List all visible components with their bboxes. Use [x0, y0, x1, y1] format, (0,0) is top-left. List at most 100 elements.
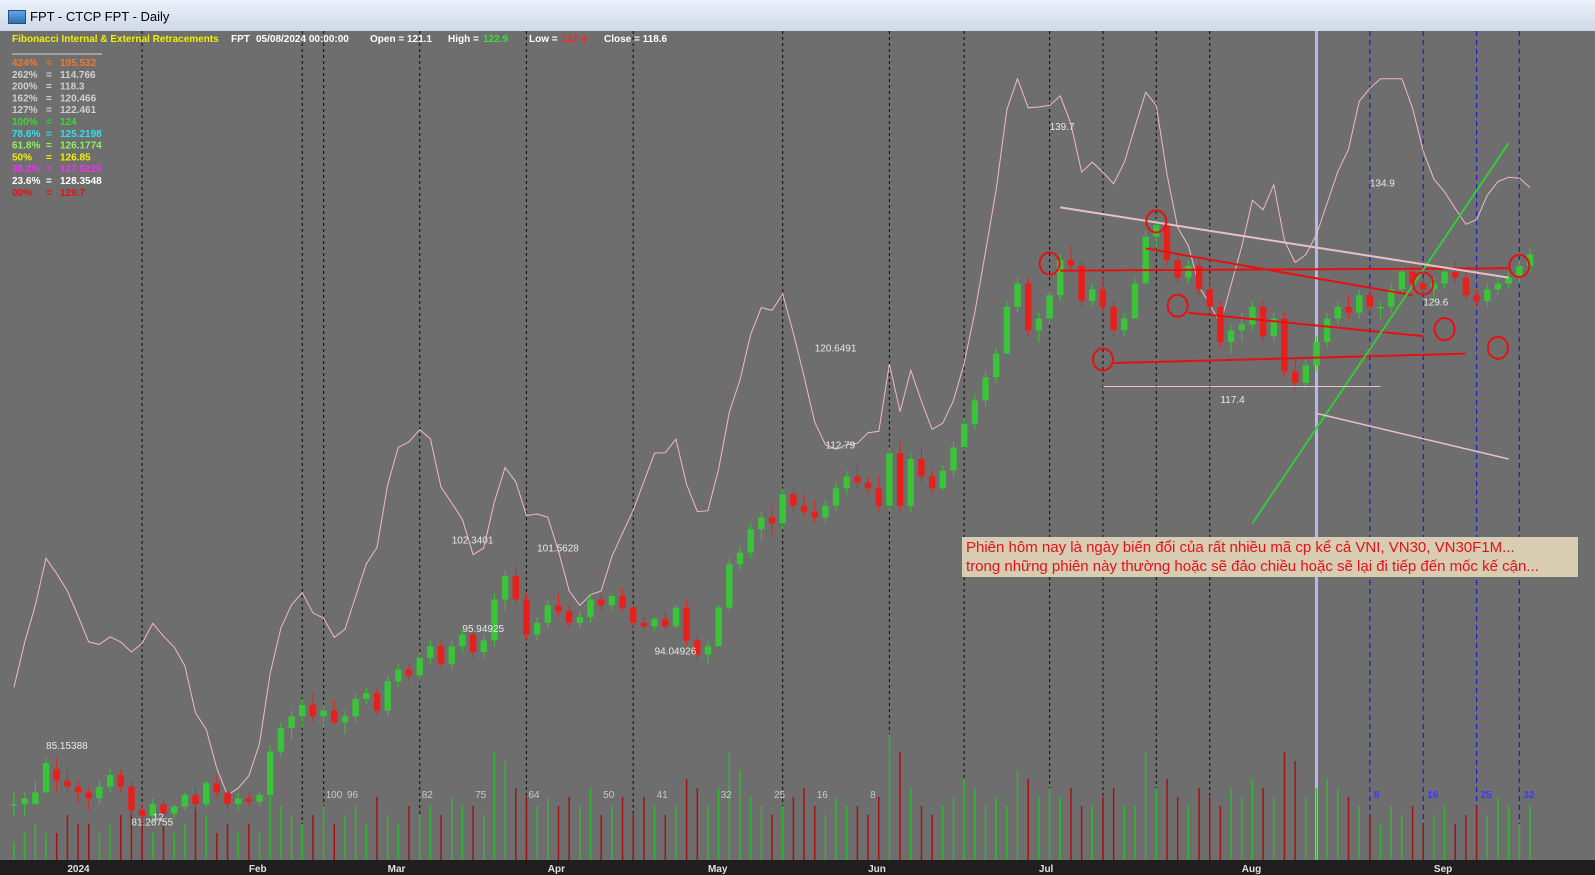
fib-level-pct: 162%	[12, 93, 38, 104]
candle-body	[533, 622, 541, 635]
candle-body	[662, 619, 669, 627]
candle-body	[1323, 318, 1331, 342]
candle-body	[512, 576, 519, 600]
fib-level-eq: =	[46, 70, 52, 81]
candle-body	[736, 552, 744, 565]
fib-level-pct: 38.2%	[12, 164, 40, 175]
candle-body	[480, 640, 487, 653]
candle-body	[277, 728, 285, 752]
x-axis-month: Feb	[249, 864, 267, 875]
candle-body	[1516, 265, 1523, 278]
candle-body	[928, 476, 936, 489]
candle-body	[106, 774, 114, 787]
candle-body	[864, 482, 872, 489]
x-axis-month: Apr	[548, 864, 565, 875]
candle-body	[918, 459, 925, 477]
header-open: Open = 121.1	[370, 34, 432, 45]
cycle-grid-lines	[141, 31, 1520, 860]
fib-level-eq: =	[46, 141, 52, 152]
candle-body	[683, 607, 690, 641]
candle-body	[992, 353, 1000, 378]
candle-body	[21, 798, 28, 805]
fib-level-value: 128.3548	[60, 176, 102, 187]
candle-body	[587, 599, 594, 617]
candle-body	[1334, 306, 1342, 319]
candle-body	[1121, 318, 1128, 331]
price-label: 117.4	[1220, 395, 1245, 406]
price-label: 94.04926	[655, 646, 697, 657]
price-label: 81.26755	[131, 817, 173, 828]
candle-body	[192, 794, 199, 805]
candle-body	[170, 806, 178, 814]
candle-body	[1163, 224, 1171, 261]
candle-body	[619, 595, 626, 608]
highlight-circle	[1038, 251, 1061, 276]
header-high-label: High =	[448, 34, 479, 45]
candle-body	[565, 611, 573, 623]
fib-level-pct: 00%	[12, 188, 32, 199]
candle-body	[694, 640, 701, 655]
candle-body	[341, 716, 349, 723]
highlight-circle	[1166, 293, 1189, 318]
candle-body	[85, 792, 92, 799]
candle-body	[128, 786, 135, 811]
cycle-count: 50	[603, 790, 615, 801]
header-high-value: 122.9	[483, 34, 508, 45]
candle-body	[1259, 306, 1267, 337]
candle-body	[64, 780, 71, 787]
candle-body	[1270, 318, 1277, 337]
candle-body	[469, 634, 477, 653]
pink-channel-top	[1060, 206, 1509, 279]
candle-body	[875, 488, 882, 506]
candle-body	[1409, 271, 1416, 284]
candle-body	[950, 447, 957, 471]
fib-level-pct: 23.6%	[12, 176, 40, 187]
candles	[10, 219, 1534, 822]
candle-body	[1067, 260, 1075, 266]
candle-body	[630, 607, 637, 623]
fib-level-value: 105.532	[60, 58, 97, 69]
annotation-line-1: Phiên hôm nay là ngày biến đổi của rất n…	[966, 539, 1515, 556]
price-label: 134.9	[1370, 178, 1395, 189]
fib-level-value: 127.5226	[60, 164, 102, 175]
annotation-line-2: trong những phiên này thường hoặc sẽ đảo…	[966, 558, 1539, 575]
cycle-count: 82	[422, 790, 434, 801]
fib-level-pct: 200%	[12, 82, 38, 93]
candle-body	[1099, 289, 1107, 307]
candle-body	[1185, 265, 1192, 278]
candle-body	[309, 704, 317, 717]
fib-level-pct: 78.6%	[12, 129, 40, 140]
candle-body	[352, 698, 359, 717]
candle-body	[331, 710, 338, 723]
cycle-count: 100	[326, 790, 343, 801]
fib-level-pct: 262%	[12, 70, 38, 81]
candle-body	[1398, 271, 1406, 290]
price-label: 120.6491	[815, 343, 857, 354]
candle-body	[971, 400, 979, 424]
candle-body	[1110, 306, 1117, 331]
candle-body	[224, 792, 231, 805]
candle-body	[117, 774, 124, 787]
candle-body	[10, 804, 18, 806]
candle-body	[779, 494, 786, 524]
fib-level-value: 118.3	[60, 82, 85, 93]
candlestick-chart[interactable]: 100 96 82 75 64 50 41 32 25 16 8 8 16 25 32 85.15388 81.…	[0, 31, 1595, 875]
candle-body	[907, 459, 914, 506]
candle-body	[1494, 283, 1502, 290]
cycle-count: 25	[774, 790, 786, 801]
candle-body	[256, 794, 263, 802]
candle-body	[704, 646, 712, 655]
candle-body	[1153, 224, 1160, 237]
candle-body	[1526, 254, 1534, 266]
candle-body	[640, 622, 648, 627]
candle-body	[1302, 365, 1310, 383]
highlight-circle	[1508, 253, 1531, 278]
candle-body	[1505, 277, 1512, 284]
candle-body	[896, 453, 904, 506]
candle-body	[1249, 306, 1256, 325]
trend-arrow-line	[1188, 311, 1424, 338]
candle-body	[1377, 306, 1384, 309]
candle-body	[800, 505, 808, 512]
candle-body	[1014, 283, 1021, 307]
x-axis-month: Jul	[1039, 864, 1054, 875]
